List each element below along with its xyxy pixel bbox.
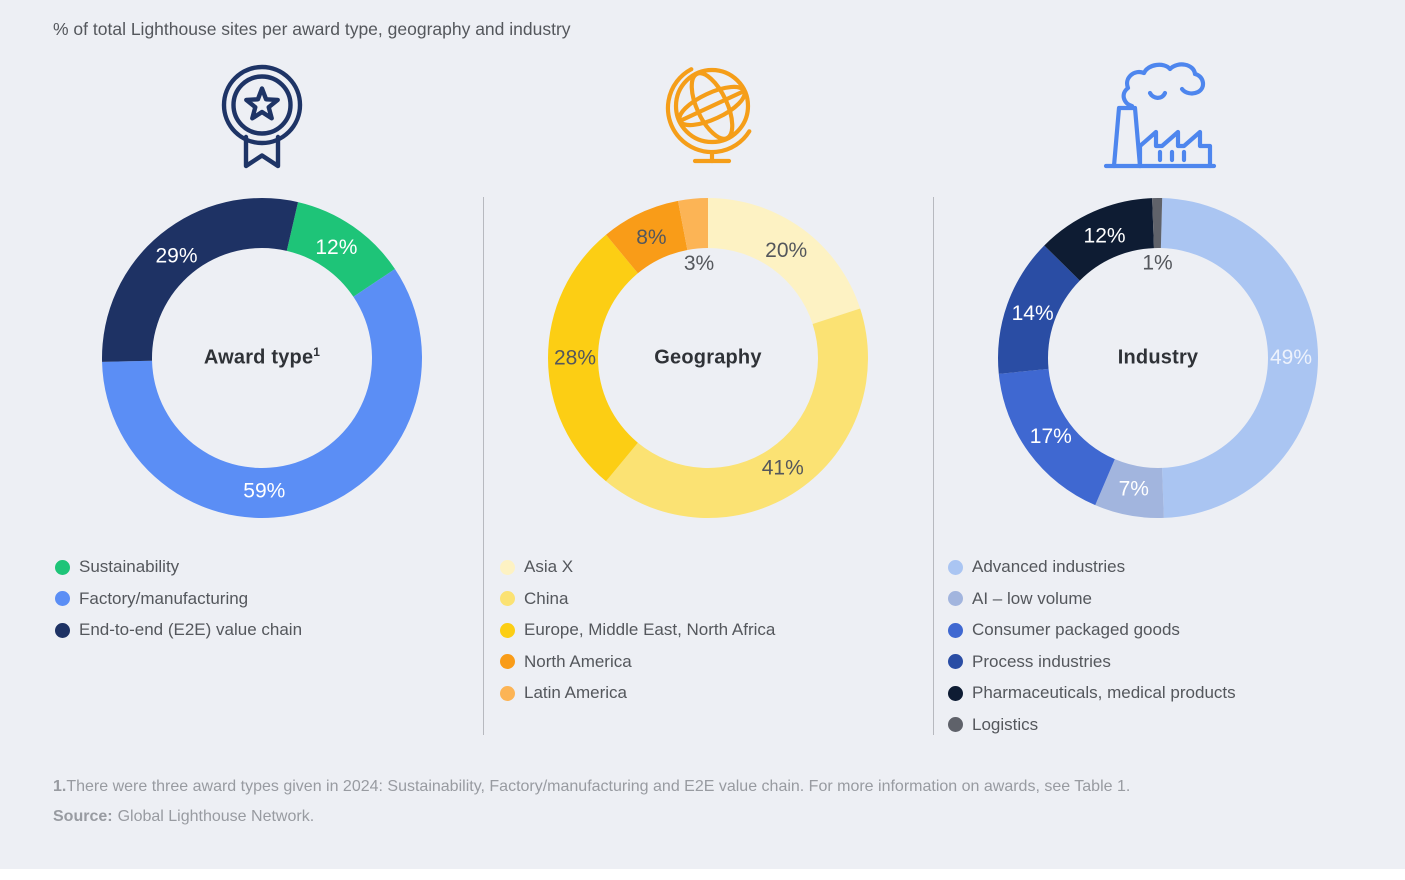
- segment-pct-label: 1%: [1142, 252, 1172, 275]
- legend-dot: [948, 685, 963, 701]
- legend-item: Logistics: [948, 714, 1378, 734]
- legend-item: North America: [500, 651, 930, 671]
- donut-segment-consumer-packaged-goods: [998, 368, 1115, 506]
- legend-item: Factory/manufacturing: [55, 588, 485, 608]
- factory-icon: [1102, 60, 1218, 170]
- legend-dot: [55, 622, 70, 638]
- donut-chart-industry: 49% 7% 17% 14% 12% 1%: [998, 198, 1318, 518]
- footnote-line: 1.There were three award types given in …: [53, 778, 1130, 796]
- globe-icon: [655, 54, 765, 168]
- donut-segment-factory-manufacturing: [102, 268, 422, 518]
- legend-label: End-to-end (E2E) value chain: [79, 620, 303, 639]
- legend-label: Factory/manufacturing: [79, 588, 249, 608]
- donut-segment-europe-middle-east-north-africa: [548, 234, 638, 482]
- legend-item: China: [500, 588, 930, 608]
- segment-pct-label: 14%: [1012, 302, 1054, 325]
- legend-label: Advanced industries: [972, 557, 1126, 576]
- divider: [933, 197, 934, 735]
- segment-pct-label: 20%: [765, 239, 807, 262]
- divider: [483, 197, 484, 735]
- legend-label: Asia X: [524, 557, 574, 576]
- legend-item: Asia X: [500, 557, 930, 576]
- segment-pct-label: 59%: [243, 479, 285, 502]
- legend-item: Advanced industries: [948, 557, 1378, 576]
- donut-chart-award-type: 12% 59% 29%: [102, 198, 422, 518]
- legend-item: End-to-end (E2E) value chain: [55, 620, 485, 639]
- source-line: Source: Global Lighthouse Network.: [53, 808, 1130, 826]
- segment-pct-label: 12%: [315, 236, 357, 259]
- legend-label: Process industries: [972, 651, 1111, 671]
- source-text: Global Lighthouse Network.: [117, 808, 315, 825]
- legend-label: North America: [524, 651, 632, 671]
- legend-item: Europe, Middle East, North Africa: [500, 620, 930, 639]
- segment-pct-label: 8%: [636, 226, 666, 249]
- segment-pct-label: 17%: [1030, 425, 1072, 448]
- donut-segment-process-industries: [998, 245, 1080, 374]
- donut-center-label-award-type: Award type1: [203, 345, 321, 369]
- legend-industry: Advanced industries AI – low volume Consum…: [948, 557, 1378, 747]
- donut-center-label-geography: Geography: [654, 346, 762, 369]
- legend-dot: [55, 591, 70, 606]
- legend-label: Sustainability: [79, 557, 180, 576]
- legend-label: Logistics: [972, 714, 1039, 734]
- legend-dot: [500, 622, 515, 638]
- donut-segment-pharmaceuticals-medical-products: [1044, 198, 1154, 281]
- legend-item: Process industries: [948, 651, 1378, 671]
- bottom-strip: [0, 869, 1405, 880]
- legend-label: Europe, Middle East, North Africa: [524, 620, 776, 639]
- page-title: % of total Lighthouse sites per award ty…: [53, 19, 571, 39]
- footnote-text: There were three award types given in 20…: [66, 778, 1131, 795]
- legend-item: Latin America: [500, 683, 930, 702]
- legend-label: Consumer packaged goods: [972, 620, 1180, 639]
- legend-item: Consumer packaged goods: [948, 620, 1378, 639]
- legend-item: AI – low volume: [948, 588, 1378, 608]
- legend-award-type: Sustainability Factory/manufacturing End-t…: [55, 557, 485, 653]
- source-label: Source:: [53, 808, 113, 825]
- legend-dot: [948, 591, 963, 606]
- legend-item: Pharmaceuticals, medical products: [948, 683, 1378, 702]
- legend-dot: [500, 559, 515, 575]
- legend-dot: [500, 591, 515, 606]
- legend-dot: [500, 685, 515, 701]
- legend-dot: [948, 559, 963, 575]
- donut-center-label-industry: Industry: [1117, 346, 1199, 369]
- footnote: 1.There were three award types given in …: [53, 778, 1130, 826]
- donut-segment-north-america: [606, 200, 688, 274]
- legend-label: China: [524, 588, 569, 608]
- donut-segment-sustainability: [286, 202, 395, 297]
- legend-label: AI – low volume: [972, 588, 1092, 608]
- donut-segment-asia-x: [708, 198, 861, 325]
- legend-dot: [948, 654, 963, 669]
- segment-pct-label: 49%: [1270, 346, 1312, 369]
- donut-chart-geography: 20% 41% 28% 8% 3%: [548, 198, 868, 518]
- segment-pct-label: 7%: [1119, 477, 1149, 500]
- legend-label: Latin America: [524, 683, 627, 702]
- legend-dot: [948, 717, 963, 732]
- donut-segment-end-to-end-e2e-value-chain: [102, 198, 298, 362]
- donut-segment-logistics: [1152, 198, 1163, 249]
- legend-item: Sustainability: [55, 557, 485, 576]
- segment-pct-label: 3%: [684, 252, 714, 275]
- segment-pct-label: 41%: [762, 457, 804, 480]
- legend-label: Pharmaceuticals, medical products: [972, 683, 1236, 702]
- segment-pct-label: 29%: [155, 245, 197, 268]
- donut-segment-ai-low-volume: [1095, 459, 1164, 518]
- award-medal-icon: [207, 58, 317, 170]
- legend-dot: [948, 622, 963, 638]
- segment-pct-label: 28%: [554, 347, 596, 370]
- footnote-marker: 1.: [53, 778, 67, 795]
- donut-segment-advanced-industries: [1160, 198, 1318, 518]
- donut-segment-china: [606, 308, 868, 518]
- segment-pct-label: 12%: [1084, 225, 1126, 248]
- donut-segment-latin-america: [678, 198, 708, 250]
- legend-dot: [500, 654, 515, 669]
- legend-geography: Asia X China Europe, Middle East, North Af…: [500, 557, 930, 716]
- legend-dot: [55, 559, 70, 575]
